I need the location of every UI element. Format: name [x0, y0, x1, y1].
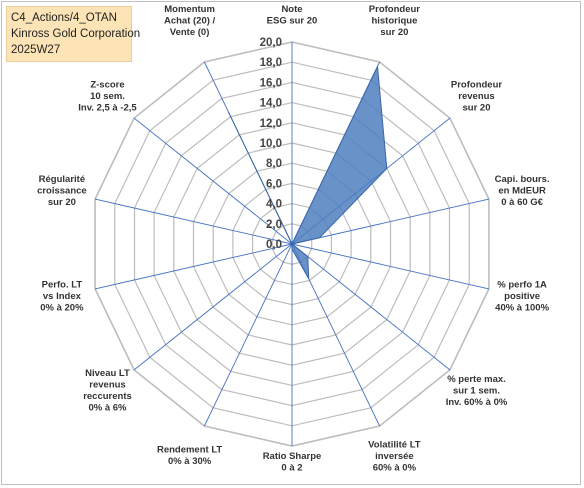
title-line-1: C4_Actions/4_OTAN [11, 12, 117, 24]
axis-label-line: Z-score [90, 80, 124, 91]
spoke-4 [291, 243, 490, 290]
axis-label-line: sur 20 [463, 103, 491, 114]
axis-label-line: 10 sem. [90, 91, 125, 102]
axis-label-line: 0% à 30% [168, 456, 212, 467]
axis-label-line: 0% à 20% [40, 302, 84, 313]
axis-label-line: 60% à 0% [373, 463, 417, 474]
tick-label: 6,0 [266, 178, 282, 190]
axis-label-line: Profondeur [451, 80, 502, 91]
spoke-10 [94, 243, 293, 290]
tick-label: 20,0 [260, 37, 282, 49]
radar-ticks: 0,0 2,0 4,0 6,0 8,0 10,0 12,0 14,0 16,0 18,0 20,0 [260, 37, 282, 251]
chart-title-box: C4_Actions/4_OTAN Kinross Gold Corporati… [6, 6, 141, 62]
axis-label-line: Volatilité LT [368, 440, 421, 451]
axis-label-line: Niveau LT [85, 368, 130, 379]
axis-label-line: historique [371, 16, 417, 27]
axis-label-line: 0 à 60 G€ [501, 197, 543, 208]
axis-label-line: % perfo 1A [497, 279, 547, 290]
title-line-2: Kinross Gold Corporation [11, 28, 141, 40]
axis-label-line: Ratio Sharpe [263, 451, 322, 462]
axis-label-line: sur 20 [380, 27, 408, 38]
axis-label-line: Inv. 60% à 0% [446, 397, 508, 408]
axis-label-5: % perte max.sur 1 sem.Inv. 60% à 0% [446, 374, 508, 408]
tick-label: 18,0 [260, 57, 282, 69]
axis-label-line: sur 1 sem. [453, 385, 500, 396]
axis-label-line: Vente (0) [170, 27, 210, 38]
axis-label-line: sur 20 [48, 197, 76, 208]
spoke-11 [94, 198, 293, 245]
axis-label-line: Profondeur [369, 4, 420, 15]
axis-label-line: inversée [375, 451, 414, 462]
spoke-9 [133, 243, 293, 371]
axis-label-line: 40% à 100% [495, 302, 549, 313]
axis-label-line: croissance [37, 186, 87, 197]
axis-label-8: Rendement LT0% à 30% [157, 445, 222, 468]
tick-label: 2,0 [266, 219, 282, 231]
axis-label-line: Rendement LT [157, 445, 222, 456]
axis-label-line: positive [504, 291, 540, 302]
axis-label-line: 0 à 2 [281, 463, 302, 474]
tick-label: 4,0 [266, 199, 282, 211]
title-line-3: 2025W27 [11, 44, 61, 56]
tick-label: 0,0 [266, 239, 282, 251]
axis-label-line: revenus [458, 91, 494, 102]
axis-label-line: Perfo. LT [42, 279, 83, 290]
axis-label-line: Régularité [39, 174, 85, 185]
axis-label-line: Capi. bours. [495, 174, 550, 185]
tick-label: 16,0 [260, 77, 282, 89]
axis-label-line: vs Index [43, 291, 82, 302]
axis-label-line: reccurents [83, 391, 132, 402]
axis-label-line: revenus [89, 380, 125, 391]
radar-series [228, 64, 388, 279]
axis-label-line: % perte max. [447, 374, 506, 385]
spoke-12 [133, 117, 293, 245]
spoke-5 [291, 243, 451, 371]
series-area [228, 64, 388, 279]
tick-label: 12,0 [260, 118, 282, 130]
axis-label-line: 0% à 6% [88, 403, 127, 414]
axis-label-line: Momentum [164, 4, 215, 15]
tick-label: 14,0 [260, 98, 282, 110]
spoke-8 [203, 243, 293, 427]
axis-label-line: ESG sur 20 [267, 16, 318, 27]
axis-label-line: Achat (20) / [164, 16, 216, 27]
axis-label-line: Inv. 2,5 à -2,5 [78, 103, 137, 114]
spoke-3 [291, 198, 490, 245]
axis-label-line: Note [281, 4, 302, 15]
axis-label-line: en MdEUR [498, 186, 546, 197]
tick-label: 8,0 [266, 158, 282, 170]
tick-label: 10,0 [260, 138, 282, 150]
